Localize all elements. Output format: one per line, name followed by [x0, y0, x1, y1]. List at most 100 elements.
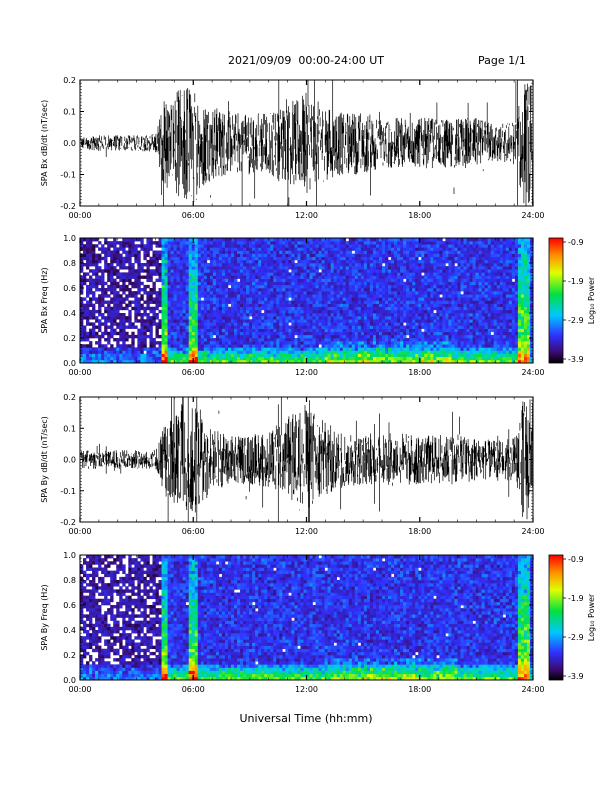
spectrogram-cell: [315, 269, 319, 273]
spectrogram-cell: [200, 313, 205, 317]
spectrogram-cell: [209, 322, 214, 326]
spectrogram-cell: [258, 313, 262, 317]
spectrogram-cell: [333, 272, 337, 276]
spectrogram-cell: [255, 313, 259, 317]
spectrogram-cell: [333, 263, 337, 267]
spectrogram-cell: [463, 325, 467, 329]
spectrogram-cell: [161, 247, 165, 251]
spectrogram-cell: [436, 238, 440, 242]
spectrogram-cell: [285, 241, 289, 245]
spectrogram-cell: [360, 288, 365, 292]
spectrogram-cell: [372, 344, 377, 348]
spectrogram-cell: [261, 259, 265, 264]
spectrogram-cell: [433, 319, 437, 323]
spectrogram-cell: [255, 341, 259, 345]
spectrogram-cell: [336, 338, 341, 342]
spectrogram-cell: [363, 313, 368, 317]
spectrogram-cell: [113, 291, 117, 295]
spectrogram-cell: [170, 272, 174, 276]
spectrogram-cell: [234, 300, 238, 304]
spectrogram-cell: [146, 322, 150, 326]
spectrogram-cell: [415, 256, 419, 261]
spectrogram-cell: [385, 241, 389, 245]
spectrogram-cell: [285, 316, 289, 320]
spectrogram-cell: [403, 328, 407, 333]
spectrogram-cell: [212, 250, 217, 254]
spectrogram-cell: [454, 253, 458, 258]
spectrogram-cell: [149, 275, 153, 279]
spectrogram-cell: [403, 313, 407, 317]
spectrogram-cell: [421, 288, 425, 292]
spectrogram-cell: [188, 350, 193, 354]
spectrogram-cell: [95, 350, 99, 354]
spectrogram-cell: [237, 350, 241, 354]
spectrogram-cell: [394, 322, 398, 326]
spectrogram-cell: [140, 331, 144, 336]
spectrogram-cell: [342, 244, 347, 248]
spectrogram-cell: [122, 278, 126, 283]
spectrogram-cell: [285, 244, 289, 248]
spectrogram-cell: [83, 275, 87, 279]
spectrogram-cell: [176, 306, 180, 311]
spectrogram-cell: [182, 263, 186, 267]
spectrogram-cell: [324, 344, 328, 348]
spectrogram-cell: [378, 241, 383, 245]
spectrogram-cell: [206, 309, 211, 314]
spectrogram-cell: [252, 281, 256, 286]
spectrogram-cell: [273, 297, 277, 301]
spectrogram-cell: [276, 353, 280, 358]
spectrogram-cell: [218, 353, 223, 358]
spectrogram-cell: [442, 266, 446, 270]
spectrogram-cell: [200, 328, 205, 333]
spectrogram-cell: [134, 334, 138, 339]
spectrogram-cell: [439, 288, 443, 292]
spectrogram-cell: [339, 344, 344, 348]
spectrogram-cell: [246, 359, 250, 364]
spectrogram-cell: [400, 328, 404, 333]
spectrogram-cell: [240, 306, 244, 311]
spectrogram-cell: [140, 306, 144, 311]
spectrogram-cell: [351, 284, 356, 289]
spectrogram-cell: [354, 256, 359, 261]
spectrogram-cell: [445, 250, 449, 254]
spectrogram-cell: [382, 288, 386, 292]
spectrogram-cell: [336, 341, 341, 345]
spectrogram-cell: [227, 341, 232, 345]
spectrogram-cell: [375, 316, 380, 320]
spectrogram-cell: [182, 250, 186, 254]
spectrogram-cell: [400, 334, 404, 339]
spectrogram-cell: [258, 356, 262, 361]
spectrogram-cell: [400, 281, 404, 286]
spectrogram-cell: [406, 303, 410, 308]
spectrogram-cell: [119, 278, 123, 283]
spectrogram-cell: [415, 328, 419, 333]
spectrogram-cell: [200, 284, 205, 289]
spectrogram-cell: [363, 294, 368, 298]
spectrogram-cell: [445, 291, 449, 295]
spectrogram-cell: [206, 331, 211, 336]
spectrogram-cell: [101, 344, 105, 348]
spectrogram-cell: [185, 269, 190, 273]
spectrogram-cell: [152, 306, 156, 311]
spectrogram-cell: [315, 256, 319, 261]
spectrogram-cell: [101, 247, 105, 251]
spectrogram-cell: [104, 259, 108, 264]
spectrogram-cell: [276, 297, 280, 301]
spectrogram-cell: [243, 350, 247, 354]
spectrogram-cell: [427, 272, 431, 276]
spectrogram-cell: [330, 278, 334, 283]
spectrogram-cell: [173, 347, 177, 351]
spectrogram-cell: [125, 272, 129, 276]
spectrogram-cell: [400, 272, 404, 276]
spectrogram-cell: [424, 253, 428, 258]
spectrogram-cell: [460, 338, 464, 342]
spectrogram-cell: [218, 356, 223, 361]
spectrogram-cell: [173, 275, 177, 279]
spectrogram-cell: [273, 303, 277, 308]
spectrogram-cell: [324, 241, 328, 245]
spectrogram-cell: [357, 253, 362, 258]
spectrogram-cell: [194, 356, 199, 361]
spectrogram-cell: [345, 331, 350, 336]
spectrogram-cell: [409, 250, 413, 254]
spectrogram-cell: [375, 300, 380, 304]
